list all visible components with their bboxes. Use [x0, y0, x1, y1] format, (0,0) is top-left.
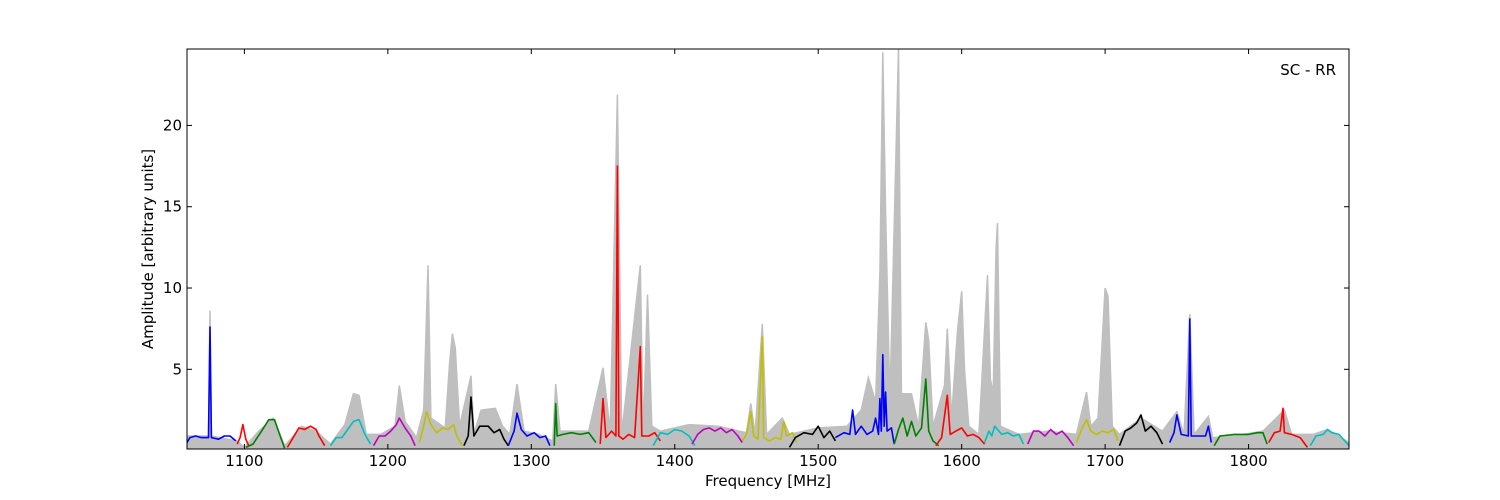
plot-annotation: SC - RR	[1280, 61, 1336, 79]
series-line-9	[507, 412, 551, 447]
series-lines	[187, 165, 1349, 449]
series-line-8	[463, 396, 509, 447]
y-tick-label: 5	[172, 360, 182, 378]
series-line-23	[1168, 318, 1213, 443]
background-envelope	[187, 49, 1349, 449]
x-axis-label: Frequency [MHz]	[705, 472, 831, 490]
x-tick-label: 1500	[799, 452, 837, 470]
series-line-20	[1026, 428, 1075, 447]
x-axis-ticks: 1100 1200 1300 1400 1500 1600 1700 1800	[225, 49, 1268, 470]
series-line-19	[983, 425, 1025, 445]
series-line-3	[245, 418, 286, 449]
series-line-1	[187, 326, 237, 443]
series-line-10	[553, 402, 597, 446]
series-line-13	[691, 427, 743, 445]
y-axis-label: Amplitude [arbitrary units]	[139, 149, 157, 349]
x-tick-label: 1700	[1086, 452, 1124, 470]
series-line-4	[286, 425, 326, 448]
series-line-5	[329, 418, 372, 447]
x-tick-label: 1100	[225, 452, 263, 470]
series-line-11	[599, 165, 662, 445]
y-tick-label: 15	[163, 198, 182, 216]
series-line-18	[935, 394, 986, 447]
series-line-24	[1213, 431, 1268, 447]
series-line-22	[1118, 414, 1164, 446]
x-tick-label: 1200	[369, 452, 407, 470]
x-tick-label: 1400	[656, 452, 694, 470]
series-line-21	[1075, 418, 1119, 443]
series-line-14	[741, 336, 798, 443]
y-tick-label: 20	[163, 116, 182, 134]
series-line-26	[1309, 428, 1349, 447]
x-tick-label: 1600	[943, 452, 981, 470]
series-line-15	[788, 425, 837, 448]
series-line-6	[372, 417, 416, 447]
x-tick-label: 1800	[1229, 452, 1267, 470]
series-line-16	[835, 353, 895, 445]
plot-frame	[186, 48, 1350, 450]
background-envelope-area	[187, 49, 1349, 449]
series-line-7	[418, 410, 464, 447]
series-line-12	[652, 428, 696, 447]
series-line-25	[1268, 407, 1309, 448]
series-line-2	[236, 423, 250, 447]
y-axis-ticks: 5 10 15 20	[163, 116, 1349, 378]
x-tick-label: 1300	[512, 452, 550, 470]
y-tick-label: 10	[163, 279, 182, 297]
series-line-17	[893, 378, 940, 447]
